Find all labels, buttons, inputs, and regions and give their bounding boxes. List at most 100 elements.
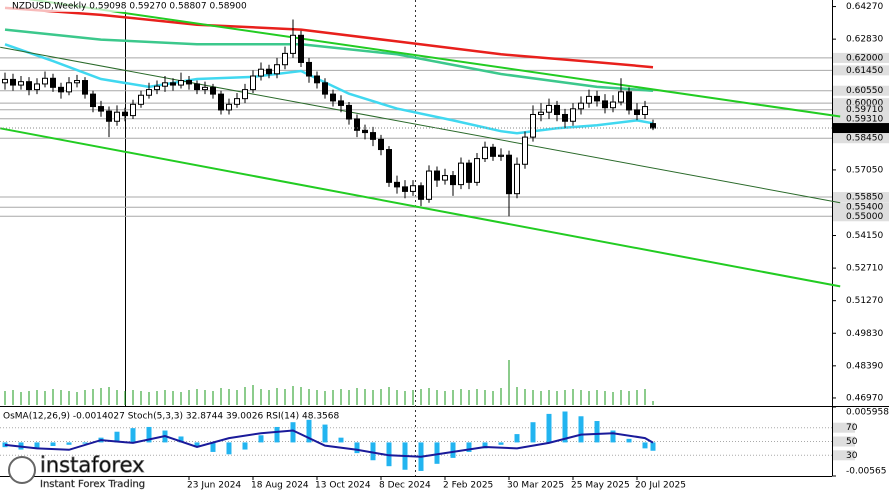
level-label: 0.60000 [846, 99, 883, 109]
candle-body [330, 93, 336, 102]
y-tick-label: 0.46970 [846, 393, 883, 403]
level-label-bg [833, 65, 889, 76]
candle-body [362, 129, 368, 134]
candle-body [90, 93, 96, 108]
candle-body [530, 113, 536, 138]
candle-body [106, 110, 112, 122]
osma-bar [578, 416, 584, 443]
indicator-line [27, 0, 841, 118]
candle-body [338, 100, 344, 106]
title-bg [0, 0, 300, 12]
rsi-line [4, 429, 654, 458]
candle-body [314, 75, 320, 84]
level-label: 0.55850 [846, 193, 883, 203]
osma-bar [242, 442, 248, 450]
candle-body [458, 162, 464, 186]
candle-body [610, 101, 616, 109]
osma-bar [226, 442, 232, 455]
candle-body [474, 158, 480, 183]
logo-icon [8, 456, 36, 484]
candle-body [354, 118, 360, 131]
level-label-bg [833, 211, 889, 222]
osma-bar [82, 442, 88, 444]
osma-tick-label: 0.0059585 [846, 408, 889, 418]
indicator-title: OsMA(12,26,9) -0.0014027 Stoch(5,3,3) 32… [3, 412, 339, 422]
osma-bar [530, 422, 536, 443]
current-price-bg [833, 123, 889, 134]
candle-body [442, 175, 448, 181]
indicator-line [0, 46, 841, 204]
candle-body [34, 83, 40, 91]
x-tick-label: 25 May 2025 [571, 481, 630, 491]
candle-body [394, 181, 400, 188]
candle-body [194, 83, 200, 91]
rsi-tick-label: 30 [846, 451, 858, 461]
candle-body [210, 86, 216, 95]
osma-bar [66, 442, 72, 445]
candle-body [306, 61, 312, 77]
y-tick-label: 0.52710 [846, 264, 883, 274]
candle-body [258, 68, 264, 77]
candle-body [578, 102, 584, 110]
candle-body [162, 82, 168, 87]
osma-bar [626, 438, 632, 443]
osma-bar [642, 442, 648, 449]
candle-body [522, 136, 528, 165]
candle-body [186, 80, 192, 85]
level-label-bg [833, 113, 889, 124]
candle-body [546, 104, 552, 113]
osma-bar [466, 442, 472, 452]
level-label: 0.58450 [846, 134, 883, 144]
chart-title: NZDUSD,Weekly 0.59098 0.59270 0.58807 0.… [12, 2, 247, 12]
candle-body [234, 98, 240, 105]
candle-body [282, 52, 288, 66]
candle-body [322, 82, 328, 95]
indicator-line [4, 6, 654, 69]
candle-body [586, 95, 592, 104]
level-label: 0.55000 [846, 212, 883, 222]
level-label-bg [833, 202, 889, 213]
y-tick-label: 0.57050 [846, 165, 883, 175]
level-label-bg [833, 52, 889, 63]
candle-body [642, 106, 648, 115]
current-price-label: 0.58900 [846, 124, 883, 134]
candle-body [202, 86, 208, 91]
rsi-level-bg [833, 422, 855, 433]
candle-body [138, 94, 144, 105]
osma-bar [434, 442, 440, 464]
candle-body [602, 100, 608, 109]
y-tick-label: 0.64270 [846, 2, 883, 12]
candle-body [482, 146, 488, 160]
candle-body [346, 104, 352, 120]
candle-body [434, 170, 440, 181]
candle-body [378, 138, 384, 151]
candle-body [426, 170, 432, 200]
osma-bar [146, 426, 152, 443]
osma-bar [194, 442, 200, 448]
osma-bar [322, 424, 328, 443]
x-tick-label: 23 Jun 2024 [187, 481, 241, 491]
candle-body [250, 75, 256, 91]
osma-bar [274, 426, 280, 443]
indicator-line [4, 28, 654, 92]
candle-body [570, 108, 576, 122]
logo-text: instaforex [40, 453, 145, 477]
candle-body [618, 91, 624, 103]
candle-body [650, 123, 656, 129]
rsi-tick-label: 50 [846, 437, 858, 447]
level-label-bg [833, 85, 889, 96]
candle-body [402, 186, 408, 192]
candle-body [114, 111, 120, 122]
candle-body [538, 111, 544, 115]
osma-bar [594, 421, 600, 443]
candle-body [242, 89, 248, 100]
osma-bar [290, 422, 296, 443]
candle-body [266, 68, 272, 75]
candle-body [2, 78, 8, 84]
candle-body [370, 132, 376, 140]
candle-body [554, 104, 560, 115]
candle-body [386, 149, 392, 183]
